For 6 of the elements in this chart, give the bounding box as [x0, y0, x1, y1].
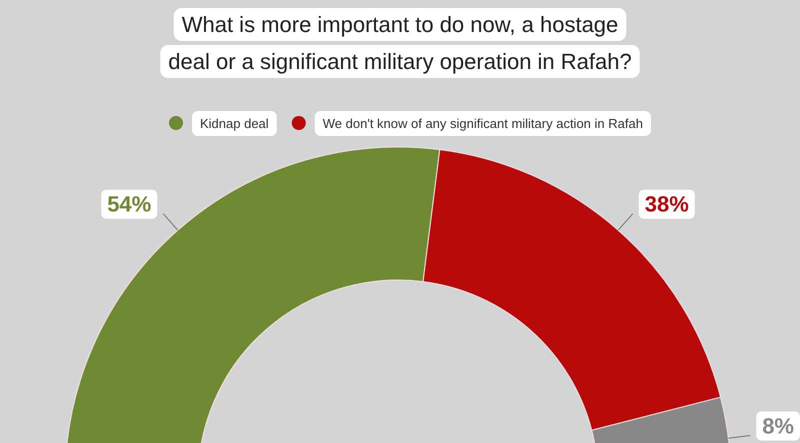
chart-title: What is more important to do now, a hostage deal or a significant military operation in Rafah?: [168, 12, 632, 74]
data-label: 38%: [644, 192, 689, 217]
legend-label: Kidnap deal: [200, 116, 269, 131]
data-label: 8%: [762, 414, 794, 439]
data-label: 54%: [107, 192, 152, 217]
legend-label: We don't know of any significant military action in Rafah: [322, 116, 643, 131]
